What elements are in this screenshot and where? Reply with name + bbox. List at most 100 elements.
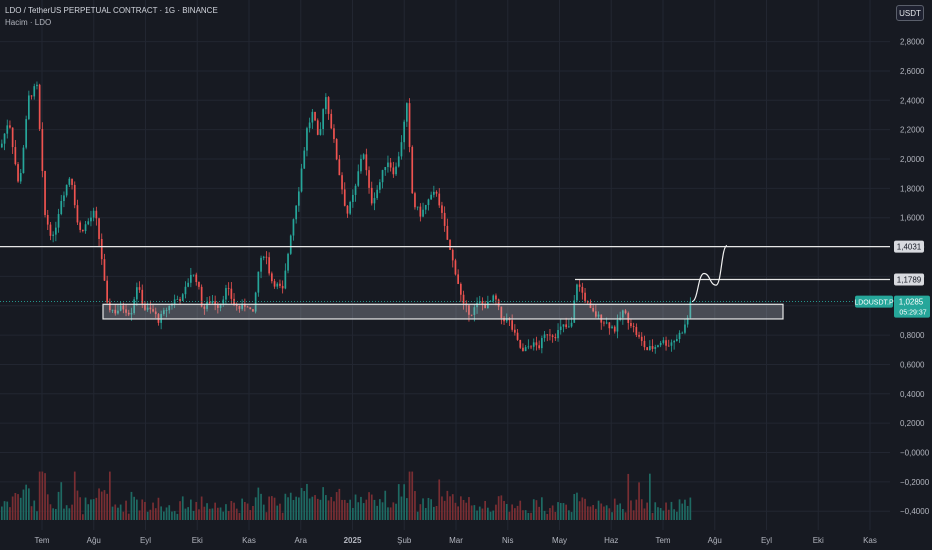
candle-body <box>497 299 500 307</box>
volume-bar <box>281 512 284 520</box>
candle-body <box>25 119 27 148</box>
time-tick-label: Kas <box>863 536 877 545</box>
volume-bar <box>262 504 265 520</box>
time-tick-label: 2025 <box>344 536 362 545</box>
time-tick-label: Eki <box>192 536 203 545</box>
price-tick-label: 1,6000 <box>900 214 925 223</box>
candle-body <box>257 271 260 293</box>
candle-body <box>28 95 30 120</box>
volume-bar <box>686 505 689 520</box>
candle-body <box>289 235 292 254</box>
candle-body <box>133 299 135 314</box>
candle-body <box>495 295 497 300</box>
volume-bar <box>184 508 187 520</box>
volume-bar <box>597 500 600 520</box>
candle-body <box>360 158 362 172</box>
volume-bar <box>111 506 114 520</box>
volume-bar <box>82 514 84 520</box>
volume-bar <box>68 508 71 520</box>
candle-body <box>635 326 638 335</box>
volume-bar <box>325 495 327 520</box>
volume-bar <box>300 487 303 520</box>
candle-body <box>689 301 692 318</box>
candle-body <box>168 305 171 311</box>
candle-body <box>225 288 227 300</box>
candle-body <box>22 147 25 174</box>
last-price-label: 1,0285 <box>899 298 924 307</box>
volume-bar <box>141 499 144 520</box>
volume-bar <box>330 496 333 520</box>
volume-bar <box>376 505 378 520</box>
candle-body <box>451 249 454 261</box>
volume-bar <box>268 496 270 520</box>
volume-bar <box>346 502 349 520</box>
volume-bar <box>665 502 667 520</box>
candle-body <box>149 307 152 310</box>
candle-body <box>165 310 168 312</box>
candle-body <box>640 336 643 341</box>
candle-body <box>44 170 46 215</box>
candle-body <box>68 178 71 185</box>
volume-bar <box>595 508 597 520</box>
volume-bar <box>681 503 684 520</box>
candle-body <box>281 285 284 289</box>
volume-bar <box>52 508 54 520</box>
price-tick-label: −0,2000 <box>900 478 930 487</box>
candle-body <box>605 322 608 324</box>
grid-lines <box>0 0 890 530</box>
candle-body <box>514 329 516 333</box>
candle-body <box>454 260 457 275</box>
volume-bar <box>619 503 621 520</box>
volume-bar <box>171 511 173 520</box>
candle-body <box>230 288 233 299</box>
volume-bar <box>57 491 60 520</box>
candle-body <box>98 218 100 239</box>
candle-body <box>130 313 133 315</box>
volume-bar <box>195 501 198 520</box>
volume-bar <box>643 508 646 520</box>
candle-body <box>427 199 430 206</box>
candle-body <box>109 302 111 311</box>
candle-body <box>349 201 351 214</box>
candle-body <box>576 284 578 301</box>
volume-bar <box>357 502 360 520</box>
candle-body <box>592 308 594 312</box>
volume-bar <box>411 471 414 520</box>
candle-body <box>613 326 616 332</box>
volume-bar <box>446 490 449 520</box>
volume-bar <box>503 500 505 520</box>
candle-body <box>370 187 373 204</box>
volume-bar <box>179 501 181 520</box>
volume-bar <box>349 499 351 520</box>
time-tick-label: Eyl <box>761 536 772 545</box>
candle-body <box>346 205 349 214</box>
candle-body <box>524 347 527 352</box>
time-axis[interactable]: Tem Ağu Eyl Eki Kas Ara 2025 Şub Mar Nis May Haz Tem… <box>34 536 876 545</box>
candle-body <box>295 205 297 220</box>
price-axis[interactable]: 2,8000 2,6000 2,4000 2,2000 2,0000 1,8000 1,60… <box>854 38 930 517</box>
candle-body <box>408 103 411 147</box>
volume-bar <box>241 498 243 520</box>
volume-bar <box>354 494 357 520</box>
volume-bar <box>289 492 292 520</box>
volume-bar <box>457 506 459 520</box>
candle-body <box>103 259 106 281</box>
volume-bar <box>362 503 365 520</box>
candle-body <box>532 342 535 347</box>
volume-bar <box>497 496 500 520</box>
candle-body <box>473 307 476 315</box>
candle-body <box>354 185 357 195</box>
candle-body <box>325 97 327 110</box>
volume-bar <box>249 510 252 520</box>
currency-button[interactable]: USDT <box>896 5 924 21</box>
candle-body <box>6 125 9 134</box>
volume-bar <box>130 491 133 520</box>
volume-bar <box>254 497 257 520</box>
candle-body <box>395 166 397 175</box>
candle-body <box>179 299 181 301</box>
candle-body <box>376 189 378 199</box>
volume-bar <box>495 504 497 520</box>
candle-body <box>667 345 670 347</box>
volume-bar <box>406 498 408 520</box>
